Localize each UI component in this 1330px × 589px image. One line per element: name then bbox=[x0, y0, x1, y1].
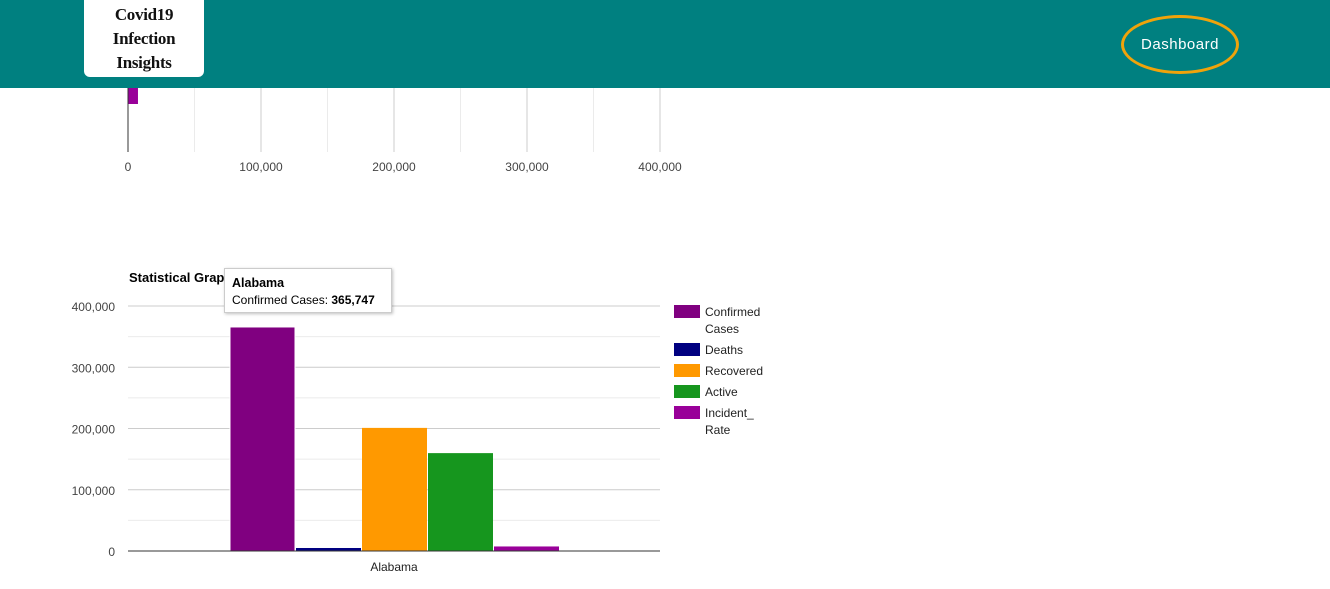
x-tick-label: 100,000 bbox=[239, 160, 283, 174]
tooltip-value: 365,747 bbox=[331, 293, 375, 307]
bar-incident_rate bbox=[128, 88, 138, 104]
bar-recovered bbox=[362, 427, 427, 551]
y-tick-label: 400,000 bbox=[72, 300, 116, 314]
legend-label: Incident_ bbox=[705, 406, 754, 420]
x-tick-label: 200,000 bbox=[372, 160, 416, 174]
legend-label: Recovered bbox=[705, 364, 763, 378]
x-category-label: Alabama bbox=[370, 560, 418, 574]
legend-swatch bbox=[674, 406, 700, 419]
x-tick-label: 400,000 bbox=[638, 160, 682, 174]
top-bar-chart: 0 100,000 200,000 300,000 400,000 bbox=[125, 88, 682, 174]
legend-swatch bbox=[674, 305, 700, 318]
legend-swatch bbox=[674, 343, 700, 356]
legend-swatch bbox=[674, 364, 700, 377]
statistical-bar-chart: Statistical Graph of Alabama0100,000200,… bbox=[72, 270, 763, 574]
chart-tooltip: Alabama Confirmed Cases: 365,747 bbox=[224, 268, 392, 313]
bar-deaths bbox=[296, 547, 361, 551]
tooltip-label: Confirmed Cases: bbox=[232, 293, 332, 307]
app-logo[interactable]: Covid19 Infection Insights bbox=[84, 0, 204, 77]
y-tick-label: 100,000 bbox=[72, 484, 116, 498]
x-tick-label: 300,000 bbox=[505, 160, 549, 174]
x-tick-label: 0 bbox=[125, 160, 132, 174]
y-tick-label: 300,000 bbox=[72, 361, 116, 375]
tooltip-body: Confirmed Cases: 365,747 bbox=[232, 291, 391, 309]
bar-incident-rate bbox=[494, 546, 559, 551]
bar-active bbox=[428, 453, 493, 551]
y-tick-label: 0 bbox=[108, 545, 115, 559]
legend-label: Deaths bbox=[705, 343, 743, 357]
legend-label: Rate bbox=[705, 423, 731, 437]
tooltip-title: Alabama bbox=[232, 276, 285, 290]
dashboard-button[interactable]: Dashboard bbox=[1121, 15, 1239, 74]
legend-swatch bbox=[674, 385, 700, 398]
logo-text: Covid19 Infection Insights bbox=[112, 4, 176, 72]
bar-confirmed-cases bbox=[229, 326, 296, 552]
legend-label: Cases bbox=[705, 322, 739, 336]
y-tick-label: 200,000 bbox=[72, 423, 116, 437]
header-bar: Covid19 Infection Insights Dashboard bbox=[0, 0, 1330, 88]
legend-label: Confirmed bbox=[705, 305, 760, 319]
legend-label: Active bbox=[705, 385, 738, 399]
